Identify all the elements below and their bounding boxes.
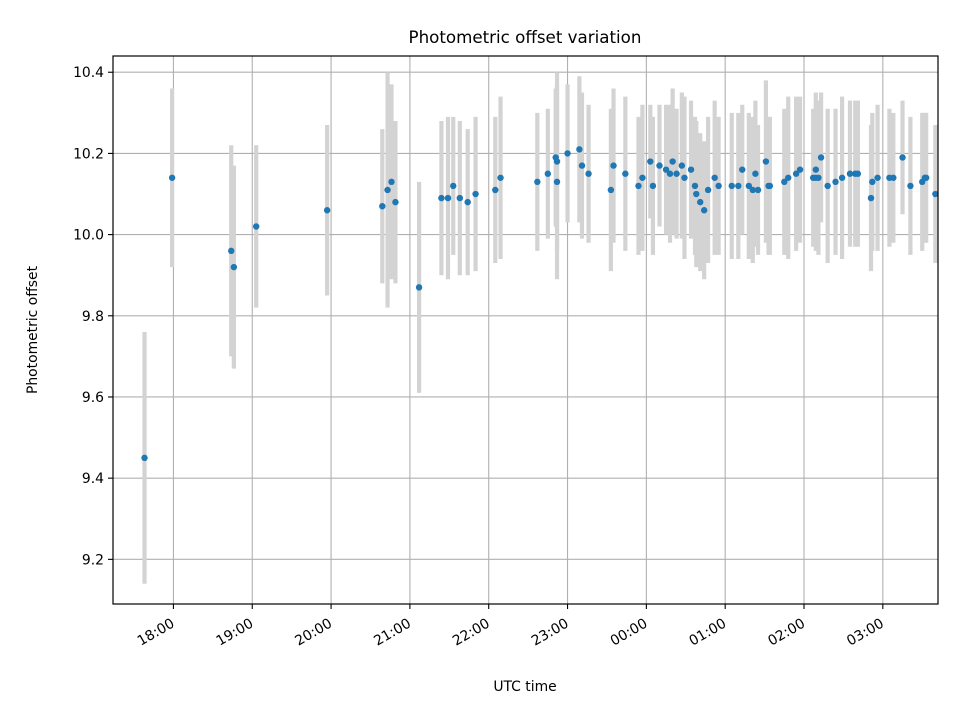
data-point xyxy=(497,174,504,181)
data-point xyxy=(899,154,906,161)
data-point xyxy=(384,186,391,194)
data-point xyxy=(438,194,445,202)
data-point xyxy=(323,207,331,214)
data-point xyxy=(492,186,499,194)
data-point xyxy=(700,207,708,214)
data-point xyxy=(388,178,395,186)
data-point xyxy=(754,186,762,194)
data-point xyxy=(890,174,897,181)
data-point xyxy=(610,162,617,169)
data-point xyxy=(666,170,674,177)
data-point xyxy=(785,174,792,181)
data-point xyxy=(766,182,774,190)
data-point xyxy=(553,178,561,186)
data-point xyxy=(585,170,592,177)
data-point xyxy=(874,174,881,181)
data-point xyxy=(762,158,770,165)
y-tick-label: 9.6 xyxy=(82,390,104,406)
data-point xyxy=(662,166,670,173)
data-point xyxy=(252,223,260,230)
grid xyxy=(113,56,938,604)
data-point xyxy=(824,182,831,190)
data-point xyxy=(907,182,914,190)
data-point xyxy=(728,182,735,190)
data-point xyxy=(415,284,423,291)
chart-title: Photometric offset variation xyxy=(409,27,642,47)
y-axis: 9.2 9.4 9.6 9.8 10.0 10.2 10.4 xyxy=(73,65,113,568)
y-axis-label: Photometric offset xyxy=(25,265,41,394)
data-point xyxy=(553,158,561,165)
data-point xyxy=(639,174,646,181)
plot-frame xyxy=(112,55,939,605)
data-point xyxy=(456,194,464,202)
data-point xyxy=(681,174,688,181)
data-point xyxy=(450,182,457,190)
data-point xyxy=(815,174,822,181)
data-point xyxy=(673,170,680,177)
data-point xyxy=(922,174,930,181)
data-point xyxy=(812,166,820,173)
y-tick-label: 10.0 xyxy=(73,228,104,244)
data-point xyxy=(711,174,718,181)
data-point xyxy=(715,182,722,190)
data-point xyxy=(735,182,742,190)
y-tick-label: 9.4 xyxy=(82,471,104,487)
data-point xyxy=(635,182,642,190)
data-point xyxy=(854,170,862,177)
data-point xyxy=(622,170,629,177)
data-point xyxy=(867,194,875,202)
data-point xyxy=(578,162,586,169)
data-point xyxy=(564,150,571,157)
data-point xyxy=(168,174,176,181)
y-tick-label: 10.2 xyxy=(73,146,104,162)
data-point xyxy=(576,146,583,153)
data-point xyxy=(792,170,800,177)
data-point xyxy=(697,198,704,206)
data-point xyxy=(838,174,846,181)
data-point xyxy=(656,162,663,169)
y-tick-label: 9.8 xyxy=(82,309,104,325)
data-point xyxy=(607,186,615,194)
data-point xyxy=(846,170,854,177)
data-point xyxy=(678,162,686,169)
x-axis-label: UTC time xyxy=(493,679,556,695)
data-point xyxy=(464,198,471,206)
data-point xyxy=(869,178,876,186)
data-point xyxy=(739,166,746,173)
data-point xyxy=(472,190,479,198)
data-point xyxy=(649,182,657,190)
data-point xyxy=(691,182,699,190)
data-point xyxy=(693,190,700,198)
data-point xyxy=(749,186,756,194)
data-point xyxy=(669,158,676,165)
data-point xyxy=(379,202,386,210)
data-point xyxy=(687,166,695,173)
y-tick-label: 10.4 xyxy=(73,65,104,81)
data-point xyxy=(752,170,759,177)
data-point xyxy=(444,194,452,202)
data-point xyxy=(230,263,238,271)
y-tick-label: 9.2 xyxy=(82,552,104,568)
data-point xyxy=(781,178,788,186)
data-point xyxy=(745,182,753,190)
data-point xyxy=(392,198,399,206)
data-point xyxy=(832,178,839,186)
data-point xyxy=(704,186,712,194)
data-point xyxy=(228,247,235,255)
data-point xyxy=(932,190,939,198)
data-point xyxy=(817,154,825,161)
data-point xyxy=(647,158,654,165)
data-point xyxy=(544,170,552,177)
data-point xyxy=(534,178,541,186)
data-point xyxy=(796,166,804,173)
data-points xyxy=(141,146,939,462)
data-point xyxy=(141,454,148,462)
